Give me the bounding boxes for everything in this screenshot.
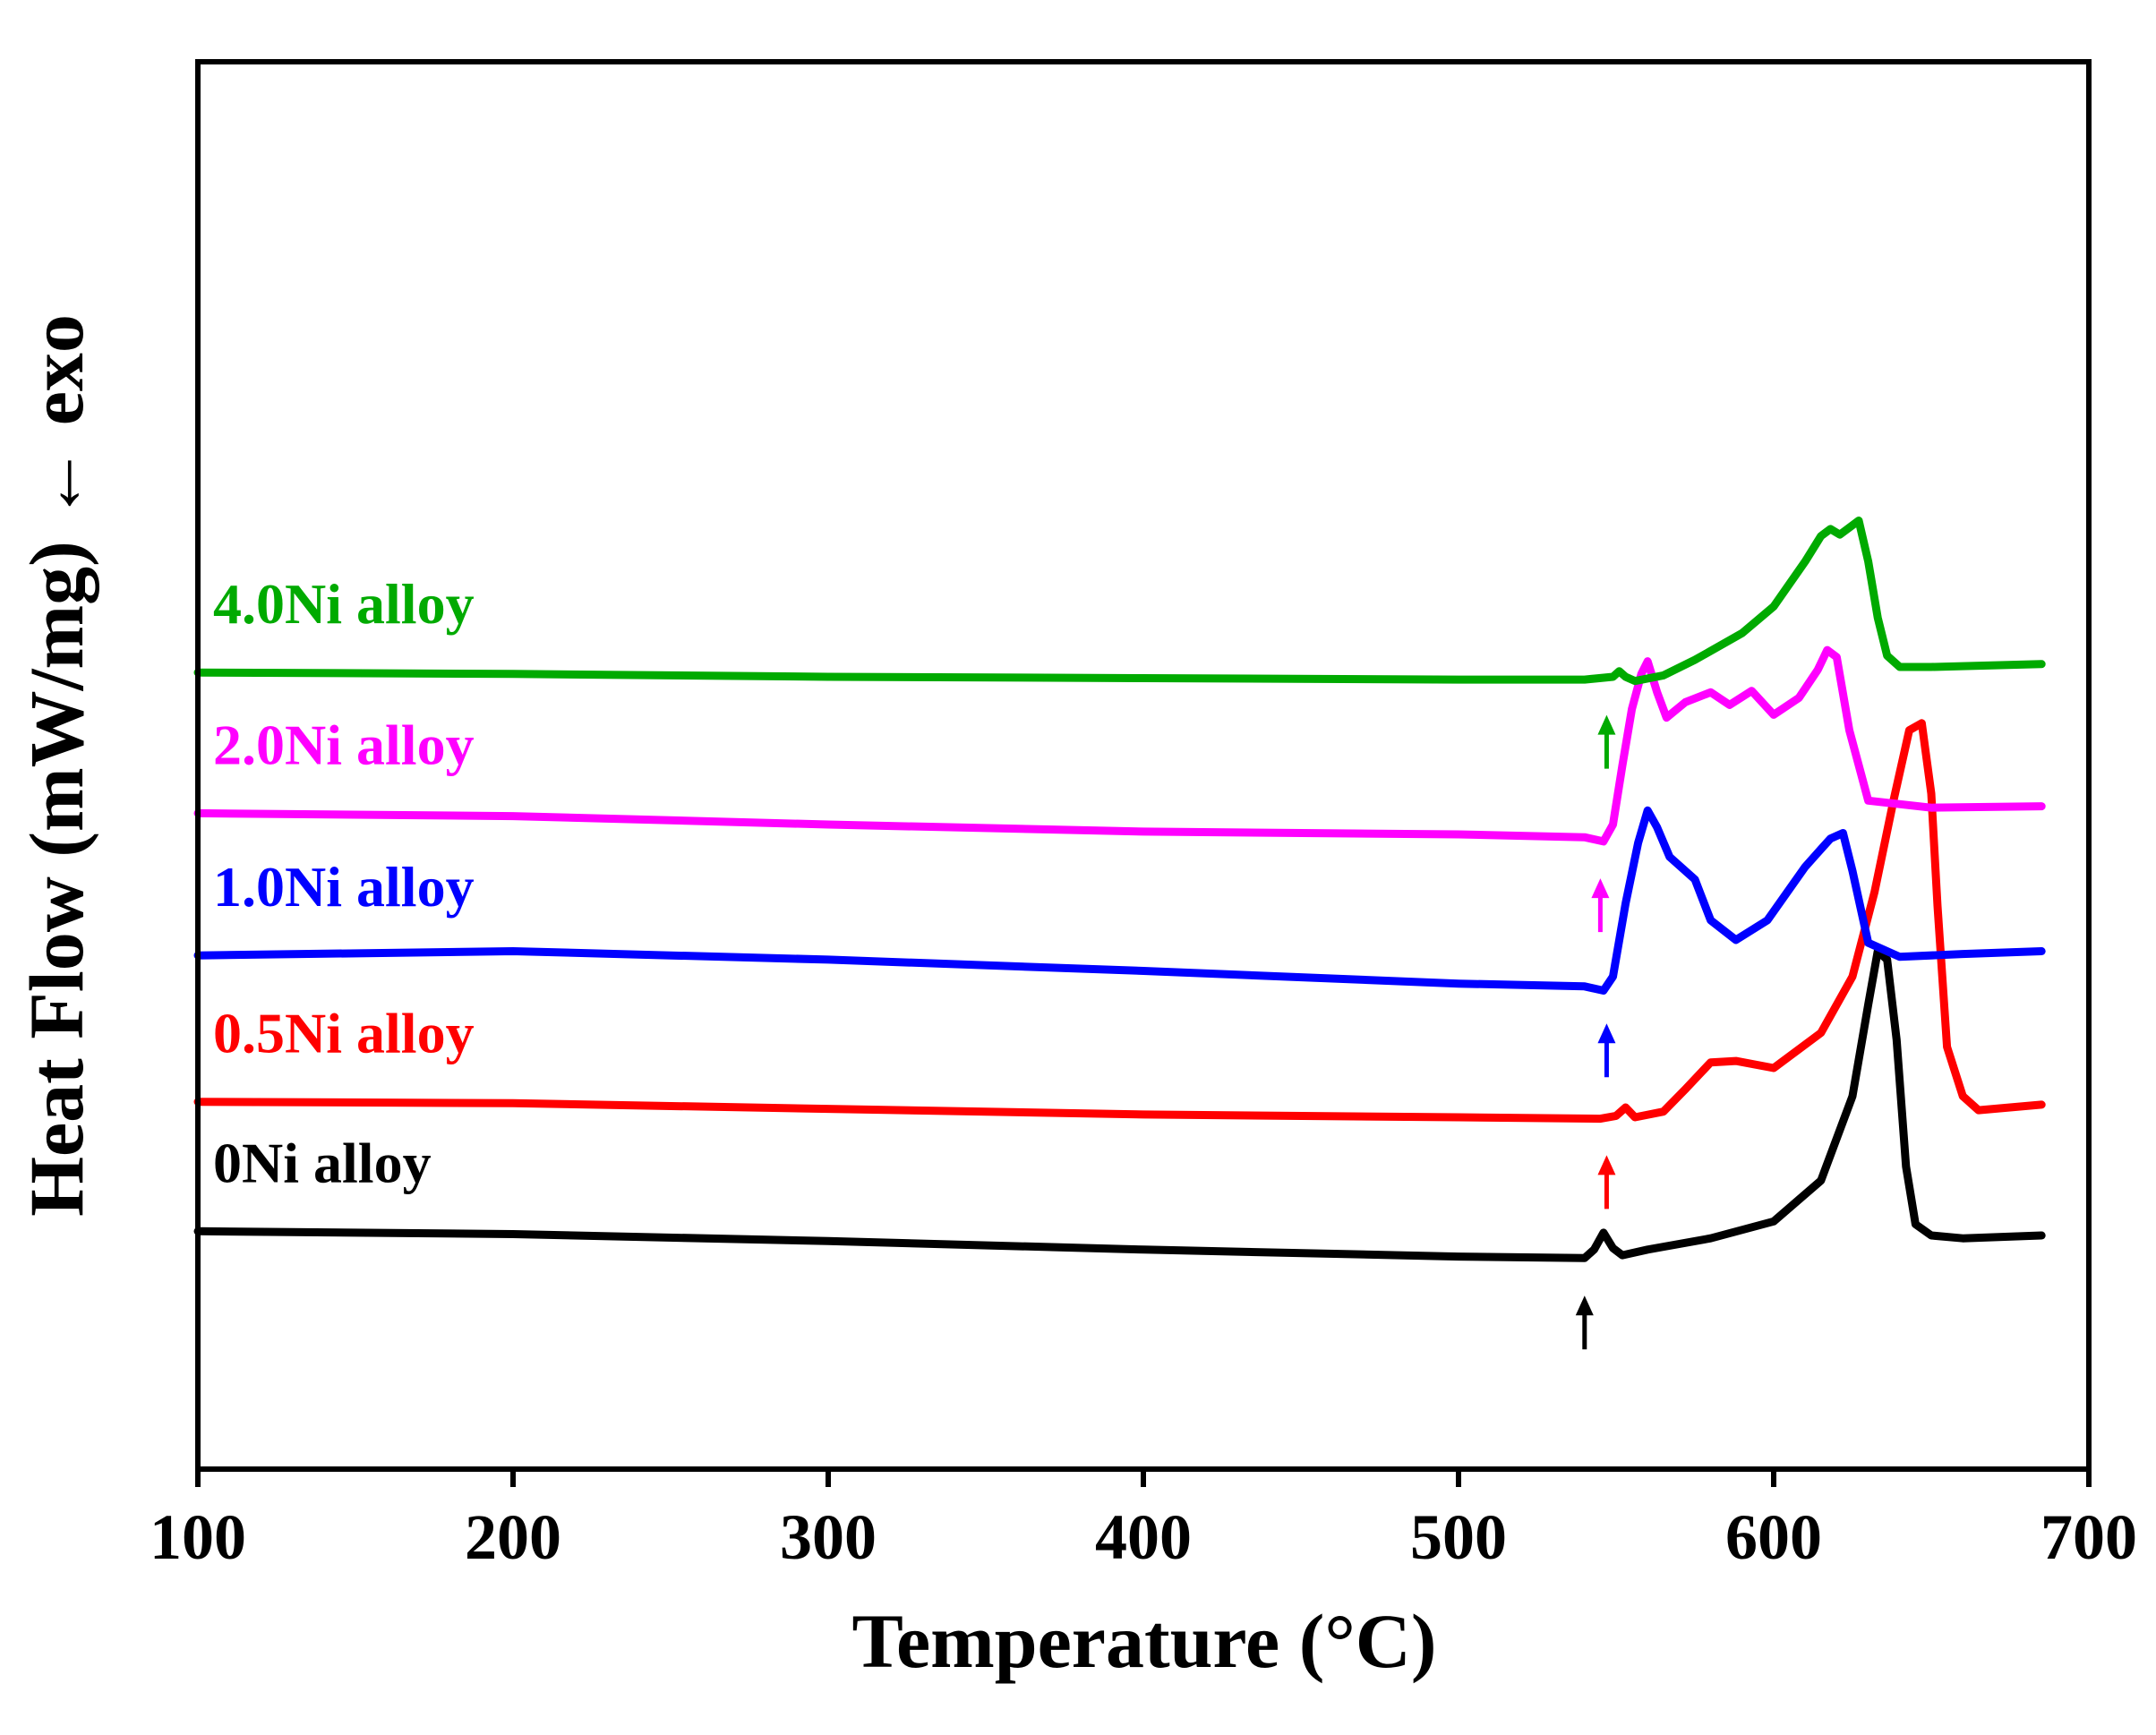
series-line bbox=[193, 947, 2046, 1262]
x-tick-label: 200 bbox=[465, 1501, 561, 1573]
series-labels: 0Ni alloy 0.5Ni alloy 1.0Ni alloy 2.0Ni all… bbox=[213, 572, 475, 1194]
onset-arrow bbox=[1597, 1023, 1616, 1078]
series-line bbox=[193, 645, 2046, 846]
onset-arrows bbox=[1575, 714, 1616, 1350]
x-axis-label: Temperature (°C) bbox=[852, 1598, 1437, 1684]
series-label: 1.0Ni alloy bbox=[213, 855, 475, 919]
onset-arrow bbox=[1591, 878, 1610, 933]
onset-arrow bbox=[1575, 1295, 1594, 1350]
x-tick-label: 600 bbox=[1725, 1501, 1822, 1573]
series-label: 4.0Ni alloy bbox=[213, 572, 475, 636]
series-line bbox=[193, 719, 2046, 1124]
onset-arrow bbox=[1597, 1155, 1616, 1209]
x-tick-label: 500 bbox=[1410, 1501, 1507, 1573]
series-line bbox=[193, 517, 2046, 686]
onset-arrow bbox=[1597, 714, 1616, 769]
x-tick-label: 300 bbox=[780, 1501, 877, 1573]
plot-frame bbox=[195, 59, 2092, 1472]
y-axis-label: Heat Flow (mW/mg) ← exo bbox=[13, 314, 99, 1217]
x-tick-label: 700 bbox=[2040, 1501, 2137, 1573]
x-tick-label: 400 bbox=[1095, 1501, 1192, 1573]
series-label: 2.0Ni alloy bbox=[213, 713, 475, 776]
series-label: 0Ni alloy bbox=[213, 1131, 432, 1194]
series-line bbox=[193, 806, 2046, 995]
curves bbox=[193, 517, 2046, 1262]
series-label: 0.5Ni alloy bbox=[213, 1002, 475, 1065]
x-ticks: 100 200 300 400 500 600 700 bbox=[150, 1469, 2137, 1573]
x-tick-label: 100 bbox=[150, 1501, 246, 1573]
